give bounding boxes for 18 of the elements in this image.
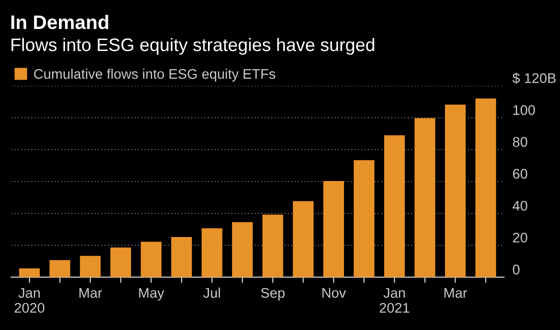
y-tick-label: 100 [513, 105, 535, 115]
y-tick-label: 20 [513, 232, 528, 243]
legend-label: Cumulative flows into ESG equity ETFs [34, 68, 276, 82]
x-tick-label: Mar [444, 288, 468, 298]
chart-subtitle: Flows into ESG equity strategies have surged [12, 38, 374, 55]
x-tick-label: Jan 2020 [14, 288, 44, 313]
x-tick-label: Mar [79, 288, 102, 298]
y-tick-label: $ 120B [512, 72, 556, 84]
x-tick-label: Nov [322, 288, 346, 298]
x-tick-label: Jan 2021 [380, 288, 410, 313]
x-tick-label: Sep [261, 288, 285, 301]
y-tick-label: 0 [512, 264, 520, 274]
y-tick-label: 80 [512, 137, 528, 147]
x-tick-label: May [139, 288, 164, 301]
x-tick-label: Jul [203, 288, 220, 298]
y-tick-label: 40 [512, 200, 528, 211]
y-tick-label: 60 [513, 168, 528, 179]
chart-title: In Demand [11, 14, 108, 30]
